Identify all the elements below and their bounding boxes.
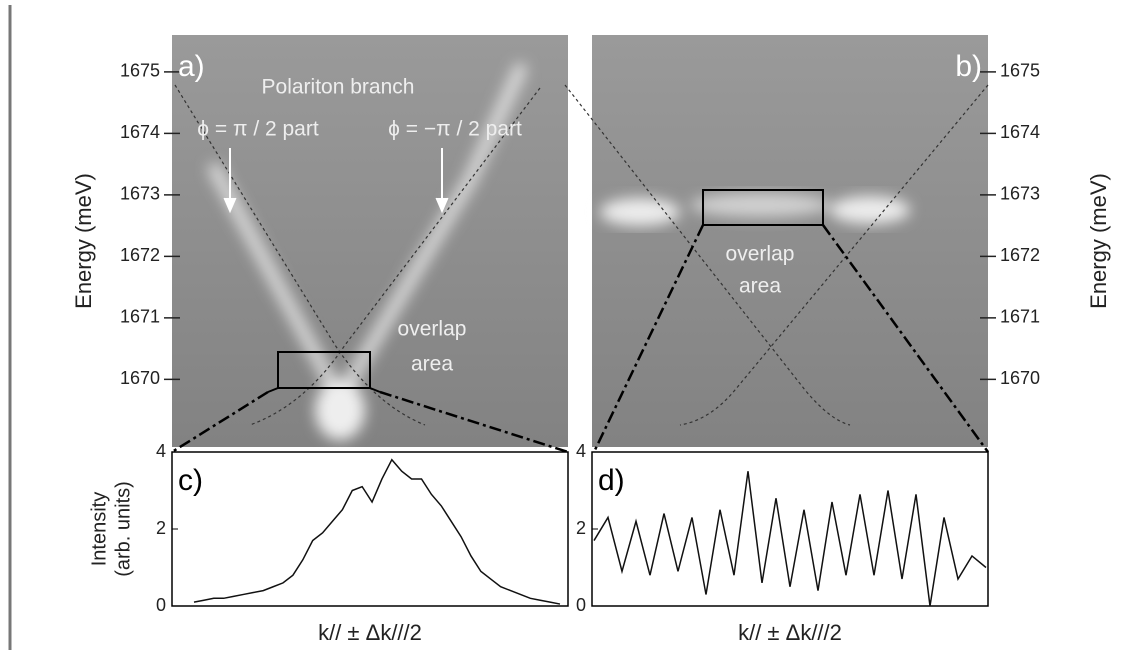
y-axis-label: (arb. units): [112, 481, 134, 577]
annotation: overlap: [726, 243, 795, 266]
data-line: [593, 471, 987, 607]
panel-label: b): [955, 50, 982, 83]
y-tick-label: 1673: [1000, 184, 1040, 204]
x-axis-label: k// ± Δk///2: [318, 620, 422, 645]
y-tick-label: 0: [156, 595, 166, 615]
y-tick-label: 2: [156, 518, 166, 538]
y-tick-label: 1672: [1000, 245, 1040, 265]
annotation: ϕ = −π / 2 part: [388, 118, 522, 141]
y-tick-label: 1675: [1000, 61, 1040, 81]
panel-label: c): [178, 464, 203, 497]
y-tick-label: 1674: [120, 122, 160, 142]
image-panel-a: [172, 35, 568, 447]
panel-label: a): [178, 50, 205, 83]
y-tick-label: 1673: [120, 184, 160, 204]
y-tick-label: 4: [576, 441, 586, 461]
annotation: overlap: [398, 318, 467, 341]
image-panel-b: [564, 35, 989, 447]
plot-frame-d: [591, 451, 989, 607]
y-tick-label: 1672: [120, 245, 160, 265]
y-tick-label: 1671: [120, 307, 160, 327]
y-tick-label: 4: [156, 441, 166, 461]
connector: [171, 224, 990, 454]
y-tick-label: 1675: [120, 61, 160, 81]
y-tick-label: 1670: [1000, 368, 1040, 388]
annotation: ϕ = π / 2 part: [197, 118, 319, 141]
y-tick-label: 2: [576, 518, 586, 538]
annotation: Polariton branch: [262, 76, 415, 99]
y-axis-label: Energy (meV): [1086, 173, 1111, 309]
y-tick-label: 1674: [1000, 122, 1040, 142]
annotation: area: [739, 275, 781, 298]
plot-frame-c: [171, 451, 569, 607]
y-tick-label: 0: [576, 595, 586, 615]
y-axis-label: Intensity: [88, 492, 110, 566]
y-tick-label: 1670: [120, 368, 160, 388]
y-axis-label: Energy (meV): [71, 173, 96, 309]
data-line: [193, 458, 561, 605]
y-tick-label: 1671: [1000, 307, 1040, 327]
x-axis-label: k// ± Δk///2: [738, 620, 842, 645]
panel-label: d): [598, 464, 625, 497]
annotation: area: [411, 353, 453, 376]
